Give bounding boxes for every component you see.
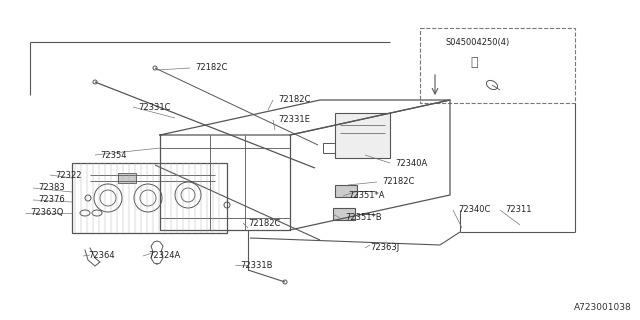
Text: 72351*B: 72351*B xyxy=(345,213,381,222)
Bar xyxy=(335,113,390,158)
Text: 72311: 72311 xyxy=(505,205,531,214)
Text: 72331B: 72331B xyxy=(240,260,273,269)
Text: 72354: 72354 xyxy=(100,150,127,159)
Text: 72324A: 72324A xyxy=(148,252,180,260)
Text: 72351*A: 72351*A xyxy=(348,191,385,201)
Text: 72364: 72364 xyxy=(88,252,115,260)
Bar xyxy=(118,173,136,183)
Text: 72182C: 72182C xyxy=(382,178,414,187)
Bar xyxy=(420,28,575,103)
Text: 72340C: 72340C xyxy=(458,205,490,214)
Text: 72331E: 72331E xyxy=(278,116,310,124)
Text: 72182C: 72182C xyxy=(248,219,280,228)
Bar xyxy=(335,185,357,197)
Text: 72376: 72376 xyxy=(38,196,65,204)
Bar xyxy=(333,208,355,220)
Text: 72182C: 72182C xyxy=(278,95,310,105)
Text: 72340A: 72340A xyxy=(395,158,428,167)
Text: 72363Q: 72363Q xyxy=(30,209,63,218)
Text: Ⓢ: Ⓢ xyxy=(470,57,477,69)
Text: 72383: 72383 xyxy=(38,183,65,193)
Text: 72331C: 72331C xyxy=(138,102,170,111)
Text: 72322: 72322 xyxy=(55,171,81,180)
Text: A723001038: A723001038 xyxy=(574,303,632,312)
Bar xyxy=(323,143,335,153)
Bar xyxy=(72,163,227,233)
Text: 72363J: 72363J xyxy=(370,244,399,252)
Text: S045004250(4): S045004250(4) xyxy=(445,37,509,46)
Text: 72182C: 72182C xyxy=(195,63,227,73)
